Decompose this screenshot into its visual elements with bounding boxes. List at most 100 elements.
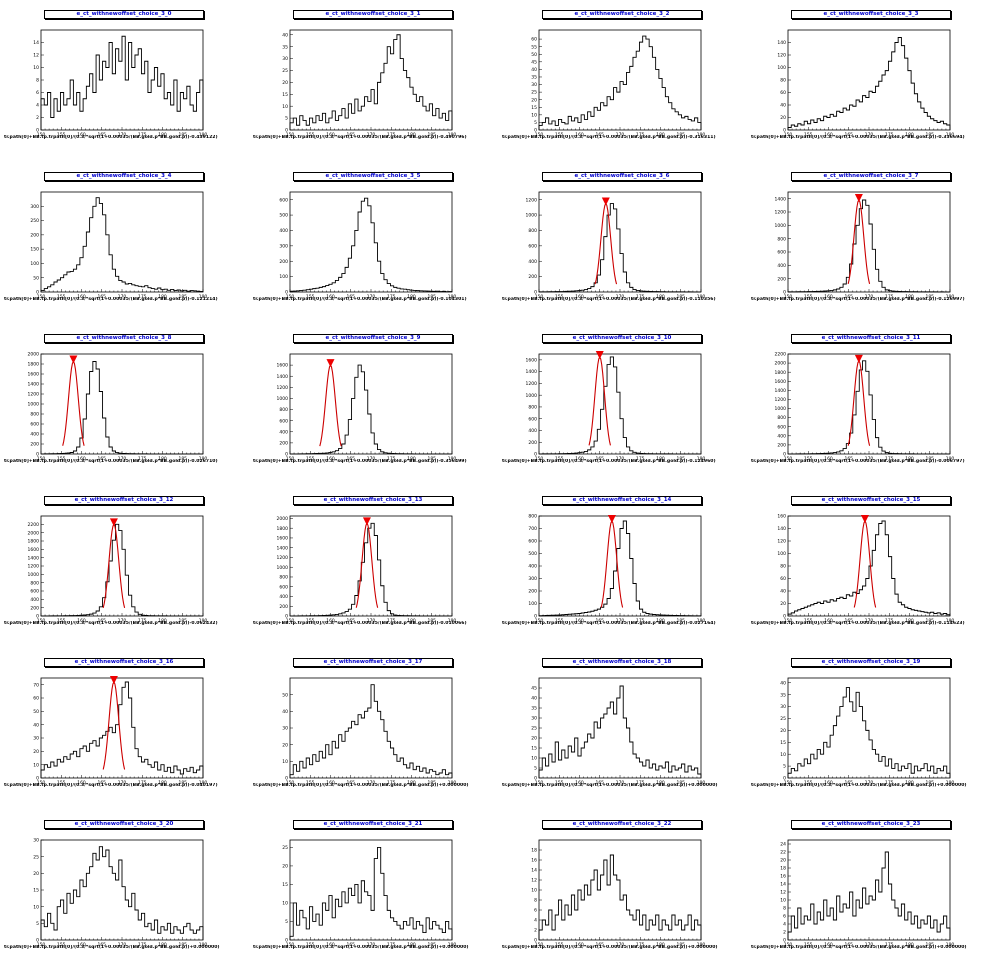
y-tick-label: 50 bbox=[531, 52, 537, 58]
x-tick-label: 160 bbox=[326, 942, 335, 948]
plot-frame bbox=[787, 839, 951, 941]
peak-marker bbox=[109, 518, 118, 527]
y-tick-label: 25 bbox=[531, 726, 537, 732]
x-tick-label: 190 bbox=[199, 780, 208, 786]
histogram-svg: 150 155 160 165 170 175 180 185 190 0 200 400 600 800… bbox=[775, 191, 954, 300]
histogram-line bbox=[289, 684, 453, 778]
x-tick-label: 160 bbox=[824, 780, 833, 786]
x-tick-label: 165 bbox=[97, 294, 106, 300]
y-tick-label: 120 bbox=[777, 539, 786, 545]
x-tick-label: 185 bbox=[427, 618, 436, 624]
histogram-svg: 150 155 160 165 170 175 180 185 190 0 5 10 15 20 25 bbox=[282, 839, 456, 948]
x-tick-label: 165 bbox=[346, 132, 355, 138]
x-tick-label: 150 bbox=[37, 618, 46, 624]
histogram-line bbox=[538, 203, 702, 293]
y-tick-label: 45 bbox=[531, 59, 537, 65]
y-tick-label: 2 bbox=[36, 115, 39, 121]
x-tick-label: 175 bbox=[387, 942, 396, 948]
x-axis-label: tr.path[0]+BB.tp.trpath[0]/(0.3/*sqrt(1+… bbox=[502, 945, 718, 950]
histogram-panel: 150 155 160 165 170 175 180 185 190 0 200 400 600 800… bbox=[498, 324, 747, 486]
x-tick-label: 185 bbox=[178, 456, 187, 462]
plot-frame bbox=[787, 29, 951, 131]
x-tick-label: 170 bbox=[616, 132, 625, 138]
y-tick-label: 2200 bbox=[28, 522, 40, 528]
x-axis-label: tr.path[0]+BB.tp.trpath[0]/(0.3/*sqrt(1+… bbox=[4, 945, 220, 950]
x-axis-label: tr.path[0]+BB.tp.trpath[0]/(0.3/*sqrt(1+… bbox=[4, 459, 218, 464]
gaussian-fit bbox=[600, 519, 624, 608]
y-tick-label: 800 bbox=[279, 575, 288, 581]
y-tick-label: 12 bbox=[531, 878, 537, 884]
x-tick-label: 180 bbox=[656, 942, 665, 948]
x-tick-label: 190 bbox=[946, 942, 955, 948]
y-tick-label: 1600 bbox=[277, 363, 289, 369]
x-tick-label: 165 bbox=[844, 942, 853, 948]
x-tick-label: 160 bbox=[77, 942, 86, 948]
gaussian-fit bbox=[102, 523, 126, 608]
x-tick-label: 175 bbox=[387, 294, 396, 300]
y-tick-label: 1600 bbox=[28, 372, 40, 378]
histogram-svg: 150 155 160 165 170 175 180 185 190 0 10 20 30 40 50 bbox=[282, 677, 456, 786]
histogram-line bbox=[538, 35, 702, 130]
y-tick-label: 200 bbox=[528, 440, 537, 446]
y-tick-label: 40 bbox=[282, 709, 288, 715]
histogram-line bbox=[289, 364, 453, 455]
y-tick-label: 0 bbox=[285, 776, 288, 782]
y-tick-label: 400 bbox=[30, 432, 39, 438]
y-tick-label: 5 bbox=[534, 766, 537, 772]
y-tick-label: 1400 bbox=[277, 545, 289, 551]
y-tick-label: 20 bbox=[780, 601, 786, 607]
y-tick-label: 40 bbox=[531, 696, 537, 702]
histogram-line bbox=[40, 846, 204, 940]
y-tick-label: 500 bbox=[528, 551, 537, 557]
x-tick-label: 180 bbox=[158, 294, 167, 300]
peak-marker bbox=[860, 515, 869, 523]
y-tick-label: 1600 bbox=[775, 379, 787, 385]
x-tick-label: 165 bbox=[844, 132, 853, 138]
x-tick-label: 170 bbox=[367, 780, 376, 786]
y-tick-label: 10 bbox=[780, 752, 786, 758]
x-tick-label: 155 bbox=[555, 294, 564, 300]
x-tick-label: 155 bbox=[804, 780, 813, 786]
x-tick-label: 180 bbox=[656, 618, 665, 624]
histogram-line bbox=[787, 520, 951, 616]
x-tick-label: 190 bbox=[448, 618, 457, 624]
histogram-line bbox=[538, 685, 702, 778]
x-tick-label: 170 bbox=[118, 942, 127, 948]
histogram-line bbox=[289, 522, 453, 617]
gaussian-fit bbox=[594, 202, 618, 285]
y-tick-label: 2 bbox=[534, 928, 537, 934]
x-tick-label: 190 bbox=[697, 132, 706, 138]
histogram-title: e_ct_withnewoffset_choice_3_17 bbox=[293, 658, 453, 667]
x-tick-label: 185 bbox=[676, 618, 685, 624]
y-tick-label: 1600 bbox=[526, 357, 538, 363]
x-tick-label: 165 bbox=[595, 294, 604, 300]
x-tick-label: 190 bbox=[199, 294, 208, 300]
x-tick-label: 155 bbox=[306, 942, 315, 948]
x-tick-label: 185 bbox=[676, 780, 685, 786]
x-tick-label: 160 bbox=[575, 618, 584, 624]
x-tick-label: 165 bbox=[595, 456, 604, 462]
y-tick-label: 0 bbox=[36, 452, 39, 458]
x-tick-label: 150 bbox=[535, 780, 544, 786]
x-axis-label: tr.path[0]+BB.tp.trpath[0]/(0.3/*sqrt(1+… bbox=[4, 135, 218, 140]
histogram-panel: 150 155 160 165 170 175 180 185 190 0 2 4 6 8 10 12 14 16… bbox=[747, 810, 996, 972]
y-tick-label: 0 bbox=[285, 452, 288, 458]
x-tick-label: 185 bbox=[676, 942, 685, 948]
y-tick-label: 0 bbox=[534, 614, 537, 620]
x-tick-label: 160 bbox=[326, 456, 335, 462]
y-tick-label: 30 bbox=[282, 56, 288, 62]
plot-frame bbox=[289, 353, 453, 455]
x-tick-label: 175 bbox=[636, 132, 645, 138]
x-axis-label: tr.path[0]+BB.tp.trpath[0]/(0.3/*sqrt(1+… bbox=[751, 297, 965, 302]
y-tick-label: 14 bbox=[531, 868, 537, 874]
y-tick-label: 100 bbox=[777, 551, 786, 557]
x-tick-label: 185 bbox=[676, 456, 685, 462]
y-tick-label: 300 bbox=[279, 243, 288, 249]
x-tick-label: 170 bbox=[367, 294, 376, 300]
histogram-line bbox=[40, 681, 204, 778]
plot-frame bbox=[40, 191, 204, 293]
y-tick-label: 30 bbox=[531, 82, 537, 88]
y-tick-label: 1000 bbox=[775, 223, 787, 229]
x-tick-label: 175 bbox=[885, 294, 894, 300]
x-tick-label: 170 bbox=[616, 294, 625, 300]
